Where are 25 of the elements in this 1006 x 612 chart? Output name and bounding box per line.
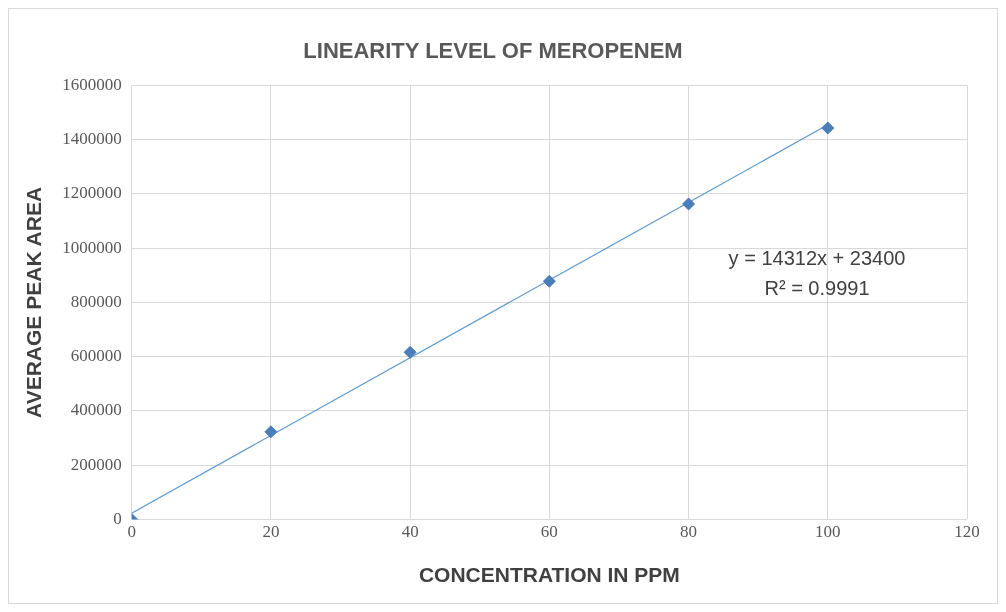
x-tick-label: 20: [262, 522, 280, 542]
y-axis-title: AVERAGE PEAK AREA: [22, 186, 46, 418]
x-tick-label: 80: [680, 522, 698, 542]
y-tick-label: 1000000: [62, 237, 122, 257]
y-tick-label: 600000: [70, 346, 122, 366]
x-tick-label: 0: [127, 522, 136, 542]
point: [821, 121, 835, 135]
point: [264, 425, 278, 439]
y-tick-label: 800000: [70, 291, 122, 311]
chart-title: LINEARITY LEVEL OF MEROPENEM: [303, 38, 683, 64]
x-axis-title: CONCENTRATION IN PPM: [418, 563, 680, 587]
y-tick-label: 1200000: [62, 183, 122, 203]
x-tick-label: 100: [815, 522, 841, 542]
x-tick-label: 120: [954, 522, 980, 542]
y-tick-label: 200000: [70, 454, 122, 474]
y-tick-label: 1400000: [62, 129, 122, 149]
point: [403, 345, 417, 359]
annotation: y = 14312x + 23400 R² = 0.9991: [728, 247, 906, 300]
y-tick-label: 0: [113, 508, 122, 528]
x-tick-label: 40: [401, 522, 419, 542]
x-tick-label: 60: [540, 522, 558, 542]
point: [682, 197, 696, 211]
point: [542, 274, 556, 288]
y-tick-label: 1600000: [62, 74, 122, 94]
y-tick-label: 400000: [70, 400, 122, 420]
